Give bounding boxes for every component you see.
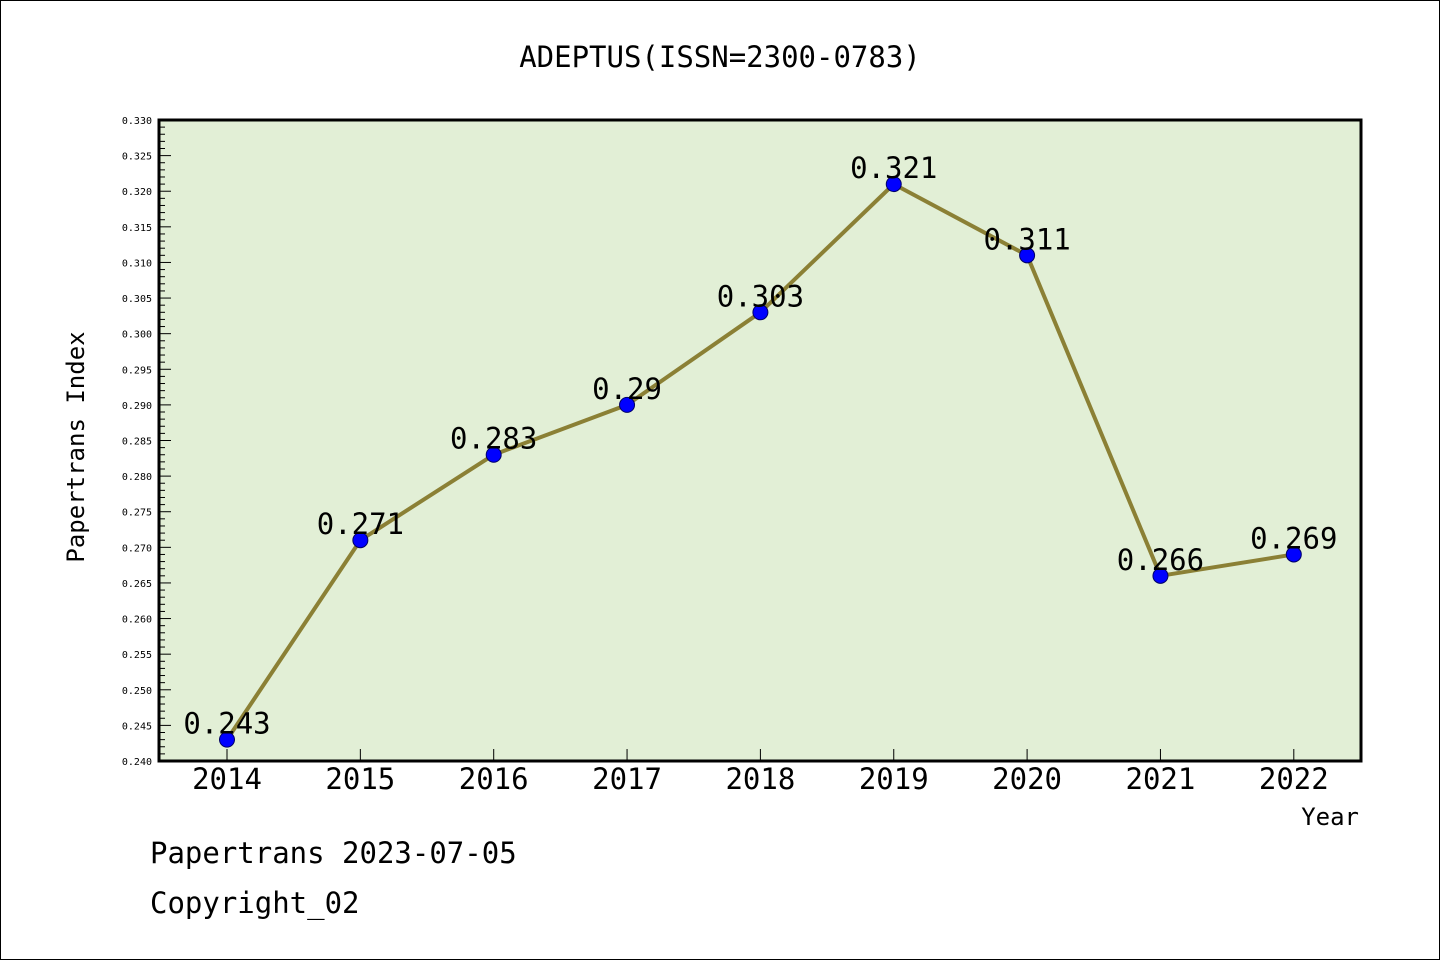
y-tick-label: 0.275 xyxy=(122,508,152,519)
plot-area xyxy=(157,118,1363,763)
footer-date: Papertrans 2023-07-05 xyxy=(150,836,517,870)
x-axis-ticks: 2014 2015 2016 2017 2018 2019 2020 2021 2022 xyxy=(192,749,1329,796)
data-label: 0.269 xyxy=(1250,521,1337,555)
data-label: 0.321 xyxy=(850,151,937,185)
y-tick-label: 0.320 xyxy=(122,187,152,198)
y-tick-label: 0.260 xyxy=(122,615,152,626)
data-label: 0.243 xyxy=(183,707,270,741)
x-tick-label: 2016 xyxy=(459,762,529,796)
x-tick-label: 2020 xyxy=(992,762,1062,796)
y-tick-label: 0.330 xyxy=(122,116,152,127)
x-tick-label: 2015 xyxy=(325,762,395,796)
y-tick-label: 0.245 xyxy=(122,721,152,732)
y-tick-label: 0.255 xyxy=(122,650,152,661)
data-point xyxy=(219,731,235,748)
x-tick-label: 2022 xyxy=(1259,762,1329,796)
data-point xyxy=(1019,247,1036,264)
y-tick-label: 0.240 xyxy=(122,757,152,768)
y-tick-label: 0.315 xyxy=(122,223,152,234)
y-tick-label: 0.290 xyxy=(122,401,152,412)
y-tick-label: 0.300 xyxy=(122,330,152,341)
x-tick-label: 2017 xyxy=(592,762,662,796)
data-point xyxy=(352,532,369,549)
y-tick-label: 0.265 xyxy=(122,579,152,590)
data-point xyxy=(885,176,902,193)
series-papertrans-index: 0.243 0.271 0.283 0.29 0.303 0.321 0.311 0.266 0… xyxy=(183,151,1337,748)
y-tick-label: 0.250 xyxy=(122,686,152,697)
data-point xyxy=(619,396,636,413)
chart-title: ADEPTUS(ISSN=2300-0783) xyxy=(519,40,921,74)
y-tick-label: 0.310 xyxy=(122,258,152,269)
data-point xyxy=(485,446,502,463)
y-tick-label: 0.295 xyxy=(122,365,152,376)
y-tick-label: 0.270 xyxy=(122,543,152,554)
y-axis-label: Papertrans Index xyxy=(62,331,90,562)
data-label: 0.303 xyxy=(717,279,804,313)
y-tick-label: 0.280 xyxy=(122,472,152,483)
x-tick-label: 2018 xyxy=(725,762,795,796)
y-tick-label: 0.285 xyxy=(122,437,152,448)
x-tick-label: 2014 xyxy=(192,762,262,796)
data-label: 0.311 xyxy=(983,222,1070,256)
y-axis-ticks: 0.240 0.245 0.250 0.255 0.260 0.265 0.270 0.275… xyxy=(122,116,171,768)
x-axis-label: Year xyxy=(1301,803,1359,831)
footer-copyright: Copyright_02 xyxy=(150,886,360,920)
data-point xyxy=(1285,546,1302,563)
data-label: 0.283 xyxy=(450,422,537,456)
data-label: 0.29 xyxy=(592,372,662,406)
data-label: 0.271 xyxy=(317,507,404,541)
x-tick-label: 2019 xyxy=(859,762,929,796)
y-tick-label: 0.325 xyxy=(122,152,152,163)
data-point xyxy=(752,304,769,321)
x-tick-label: 2021 xyxy=(1126,762,1196,796)
data-point xyxy=(1152,567,1169,584)
y-tick-label: 0.305 xyxy=(122,294,152,305)
data-label: 0.266 xyxy=(1117,543,1204,577)
